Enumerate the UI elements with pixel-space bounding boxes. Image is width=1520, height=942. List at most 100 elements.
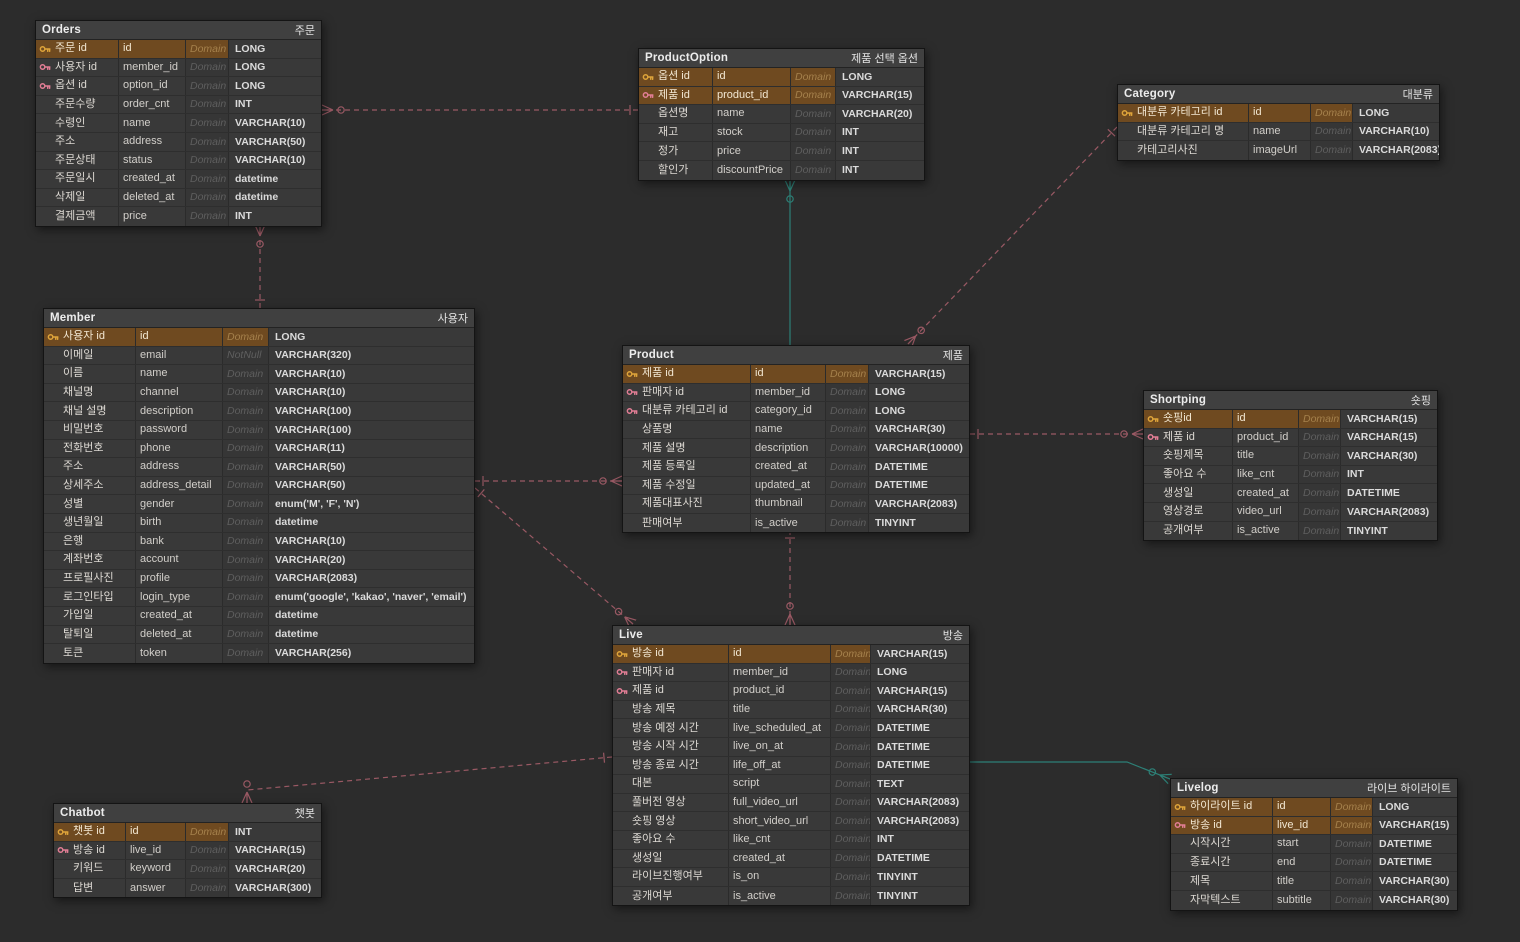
table-row-life_off_at[interactable]: 방송 종료 시간 life_off_at Domain DATETIME — [613, 756, 969, 776]
table-row-price[interactable]: 결제금액 price Domain INT — [36, 207, 321, 226]
table-row-script[interactable]: 대본 script Domain TEXT — [613, 775, 969, 794]
table-row-profile[interactable]: 프로필사진 profile Domain VARCHAR(2083) — [44, 569, 474, 589]
table-header[interactable]: Chatbot 챗봇 — [54, 804, 321, 823]
table-row-live_id[interactable]: 방송 id live_id Domain VARCHAR(15) — [1171, 816, 1457, 836]
table-row-is_active[interactable]: 판매여부 is_active Domain TINYINT — [623, 513, 969, 533]
table-chatbot[interactable]: Chatbot 챗봇 챗봇 id id Domain INT 방송 id live_id Dom… — [53, 803, 322, 899]
table-row-token[interactable]: 토큰 token Domain VARCHAR(256) — [44, 644, 474, 663]
table-row-deleted_at[interactable]: 삭제일 deleted_at Domain datetime — [36, 188, 321, 208]
table-row-price[interactable]: 정가 price Domain INT — [639, 142, 924, 161]
table-row-status[interactable]: 주문상태 status Domain VARCHAR(10) — [36, 151, 321, 171]
table-row-id[interactable]: 대분류 카테고리 id id Domain LONG — [1118, 104, 1439, 123]
table-orders[interactable]: Orders 주문 주문 id id Domain LONG 사용자 id member_id… — [35, 20, 322, 227]
table-row-product_id[interactable]: 제품 id product_id Domain VARCHAR(15) — [613, 682, 969, 701]
table-row-name[interactable]: 상품명 name Domain VARCHAR(30) — [623, 420, 969, 440]
table-row-is_active[interactable]: 공개여부 is_active Domain TINYINT — [613, 886, 969, 906]
table-row-live_on_at[interactable]: 방송 시작 시간 live_on_at Domain DATETIME — [613, 737, 969, 757]
table-row-stock[interactable]: 재고 stock Domain INT — [639, 123, 924, 143]
table-row-id[interactable]: 주문 id id Domain LONG — [36, 40, 321, 59]
table-member[interactable]: Member 사용자 사용자 id id Domain LONG 이메일 email NotNu… — [43, 308, 475, 664]
table-row-order_cnt[interactable]: 주문수량 order_cnt Domain INT — [36, 95, 321, 115]
table-header[interactable]: Member 사용자 — [44, 309, 474, 328]
table-row-name[interactable]: 대분류 카테고리 명 name Domain VARCHAR(10) — [1118, 122, 1439, 142]
table-header[interactable]: Orders 주문 — [36, 21, 321, 40]
relationship-live-livelog[interactable] — [970, 761, 1170, 779]
table-row-login_type[interactable]: 로그인타입 login_type Domain enum('google', 'kak… — [44, 588, 474, 607]
table-row-email[interactable]: 이메일 email NotNull VARCHAR(320) — [44, 346, 474, 366]
table-livelog[interactable]: Livelog 라이브 하이라이트 하이라이트 id id Domain LONG 방송 i… — [1170, 778, 1458, 911]
table-row-is_active[interactable]: 공개여부 is_active Domain TINYINT — [1144, 521, 1437, 541]
table-row-id[interactable]: 사용자 id id Domain LONG — [44, 328, 474, 347]
table-product[interactable]: Product 제품 제품 id id Domain VARCHAR(15) 판매자 id m… — [622, 345, 970, 534]
table-header[interactable]: Livelog 라이브 하이라이트 — [1171, 779, 1457, 798]
table-row-live_id[interactable]: 방송 id live_id Domain VARCHAR(15) — [54, 841, 321, 861]
table-row-is_on[interactable]: 라이브진행여부 is_on Domain TINYINT — [613, 868, 969, 887]
table-header[interactable]: Product 제품 — [623, 346, 969, 365]
table-row-member_id[interactable]: 사용자 id member_id Domain LONG — [36, 58, 321, 78]
table-row-category_id[interactable]: 대분류 카테고리 id category_id Domain LONG — [623, 402, 969, 421]
table-row-imageUrl[interactable]: 카테고리사진 imageUrl Domain VARCHAR(2083) — [1118, 141, 1439, 160]
table-row-created_at[interactable]: 주문일시 created_at Domain datetime — [36, 170, 321, 189]
table-row-address[interactable]: 주소 address Domain VARCHAR(50) — [44, 458, 474, 477]
table-row-description[interactable]: 제품 설명 description Domain VARCHAR(10000) — [623, 439, 969, 458]
table-row-title[interactable]: 숏핑제목 title Domain VARCHAR(30) — [1144, 447, 1437, 466]
table-row-option_id[interactable]: 옵션 id option_id Domain LONG — [36, 77, 321, 96]
table-row-title[interactable]: 제목 title Domain VARCHAR(30) — [1171, 872, 1457, 891]
table-row-short_video_url[interactable]: 숏핑 영상 short_video_url Domain VARCHAR(2083) — [613, 812, 969, 831]
table-shortping[interactable]: Shortping 숏핑 숏핑id id Domain VARCHAR(15) 제품 id p… — [1143, 390, 1438, 542]
table-row-created_at[interactable]: 생성일 created_at Domain DATETIME — [1144, 484, 1437, 503]
table-category[interactable]: Category 대분류 대분류 카테고리 id id Domain LONG 대분류 카테… — [1117, 84, 1440, 161]
table-productoption[interactable]: ProductOption 제품 선택 옵션 옵션 id id Domain LONG 제품… — [638, 48, 925, 181]
relationship-category-product[interactable] — [908, 126, 1118, 344]
table-row-answer[interactable]: 답변 answer Domain VARCHAR(300) — [54, 878, 321, 898]
table-row-address[interactable]: 주소 address Domain VARCHAR(50) — [36, 132, 321, 152]
table-row-gender[interactable]: 성별 gender Domain enum('M', 'F', 'N') — [44, 495, 474, 514]
table-row-full_video_url[interactable]: 풀버전 영상 full_video_url Domain VARCHAR(2083) — [613, 793, 969, 813]
table-row-member_id[interactable]: 판매자 id member_id Domain LONG — [623, 383, 969, 403]
table-row-product_id[interactable]: 제품 id product_id Domain VARCHAR(15) — [1144, 428, 1437, 448]
table-row-password[interactable]: 비밀번호 password Domain VARCHAR(100) — [44, 420, 474, 440]
table-row-name[interactable]: 이름 name Domain VARCHAR(10) — [44, 365, 474, 384]
table-header[interactable]: Shortping 숏핑 — [1144, 391, 1437, 410]
table-row-description[interactable]: 채널 설명 description Domain VARCHAR(100) — [44, 402, 474, 421]
table-row-id[interactable]: 제품 id id Domain VARCHAR(15) — [623, 365, 969, 384]
table-row-member_id[interactable]: 판매자 id member_id Domain LONG — [613, 663, 969, 683]
table-row-created_at[interactable]: 생성일 created_at Domain DATETIME — [613, 849, 969, 869]
table-header[interactable]: Live 방송 — [613, 626, 969, 645]
table-header[interactable]: ProductOption 제품 선택 옵션 — [639, 49, 924, 68]
table-row-phone[interactable]: 전화번호 phone Domain VARCHAR(11) — [44, 439, 474, 459]
table-row-start[interactable]: 시작시간 start Domain DATETIME — [1171, 835, 1457, 854]
relationship-member-live[interactable] — [474, 487, 633, 624]
table-row-updated_at[interactable]: 제품 수정일 updated_at Domain DATETIME — [623, 476, 969, 496]
table-row-id[interactable]: 챗봇 id id Domain INT — [54, 823, 321, 842]
table-row-thumbnail[interactable]: 제품대표사진 thumbnail Domain VARCHAR(2083) — [623, 495, 969, 514]
table-row-name[interactable]: 옵션명 name Domain VARCHAR(20) — [639, 105, 924, 124]
table-row-like_cnt[interactable]: 좋아요 수 like_cnt Domain INT — [1144, 465, 1437, 485]
table-header[interactable]: Category 대분류 — [1118, 85, 1439, 104]
table-row-title[interactable]: 방송 제목 title Domain VARCHAR(30) — [613, 700, 969, 720]
table-row-deleted_at[interactable]: 탈퇴일 deleted_at Domain datetime — [44, 625, 474, 645]
table-row-account[interactable]: 계좌번호 account Domain VARCHAR(20) — [44, 551, 474, 570]
table-row-id[interactable]: 방송 id id Domain VARCHAR(15) — [613, 645, 969, 664]
table-row-live_scheduled_at[interactable]: 방송 예정 시간 live_scheduled_at Domain DATETIME — [613, 719, 969, 738]
table-row-id[interactable]: 숏핑id id Domain VARCHAR(15) — [1144, 410, 1437, 429]
table-row-id[interactable]: 하이라이트 id id Domain LONG — [1171, 798, 1457, 817]
table-row-end[interactable]: 종료시간 end Domain DATETIME — [1171, 853, 1457, 873]
table-row-product_id[interactable]: 제품 id product_id Domain VARCHAR(15) — [639, 86, 924, 106]
table-row-created_at[interactable]: 제품 등록일 created_at Domain DATETIME — [623, 457, 969, 477]
table-row-discountPrice[interactable]: 할인가 discountPrice Domain INT — [639, 160, 924, 180]
table-row-created_at[interactable]: 가입일 created_at Domain datetime — [44, 606, 474, 626]
table-live[interactable]: Live 방송 방송 id id Domain VARCHAR(15) 판매자 id memb… — [612, 625, 970, 907]
table-row-birth[interactable]: 생년월일 birth Domain datetime — [44, 513, 474, 533]
table-row-address_detail[interactable]: 상세주소 address_detail Domain VARCHAR(50) — [44, 476, 474, 496]
table-row-keyword[interactable]: 키워드 keyword Domain VARCHAR(20) — [54, 860, 321, 879]
table-row-name[interactable]: 수령인 name Domain VARCHAR(10) — [36, 114, 321, 133]
table-row-subtitle[interactable]: 자막텍스트 subtitle Domain VARCHAR(30) — [1171, 890, 1457, 910]
table-row-bank[interactable]: 은행 bank Domain VARCHAR(10) — [44, 532, 474, 552]
table-row-like_cnt[interactable]: 좋아요 수 like_cnt Domain INT — [613, 830, 969, 850]
table-row-video_url[interactable]: 영상경로 video_url Domain VARCHAR(2083) — [1144, 502, 1437, 522]
table-row-channel[interactable]: 채널명 channel Domain VARCHAR(10) — [44, 383, 474, 403]
relationship-live-chatbot[interactable] — [247, 757, 613, 803]
table-row-id[interactable]: 옵션 id id Domain LONG — [639, 68, 924, 87]
